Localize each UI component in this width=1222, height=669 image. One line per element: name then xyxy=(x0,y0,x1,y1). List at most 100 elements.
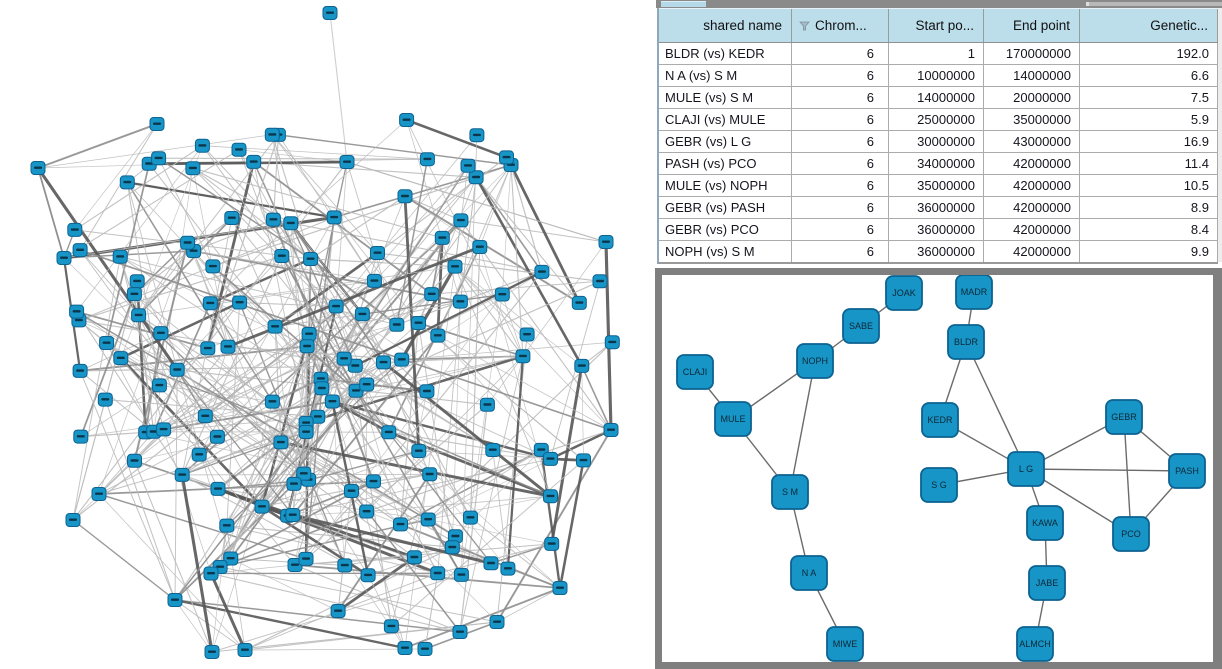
table-row[interactable]: GEBR (vs) PCO 6 36000000 42000000 8.4 xyxy=(659,219,1218,241)
network-node[interactable] xyxy=(494,287,510,302)
network-node[interactable] xyxy=(417,642,433,656)
network-node[interactable] xyxy=(543,489,558,504)
network-node[interactable] xyxy=(411,316,426,330)
network-node[interactable] xyxy=(231,142,247,157)
network-node[interactable] xyxy=(354,307,370,322)
network-node[interactable] xyxy=(324,394,340,409)
network-node[interactable] xyxy=(197,409,213,424)
network-node[interactable]: MULE xyxy=(714,401,752,437)
network-node[interactable] xyxy=(200,341,216,356)
network-node[interactable] xyxy=(326,210,342,225)
network-node[interactable] xyxy=(322,6,338,20)
network-node[interactable]: KEDR xyxy=(921,402,959,438)
network-node[interactable] xyxy=(99,336,115,350)
column-header-start-po-[interactable]: Start po... xyxy=(889,9,984,42)
network-node[interactable] xyxy=(151,378,167,393)
network-node[interactable] xyxy=(185,161,201,176)
network-node[interactable] xyxy=(468,170,484,185)
network-node[interactable] xyxy=(383,619,399,634)
network-node[interactable]: CLAJI xyxy=(676,354,714,390)
network-canvas-main[interactable] xyxy=(0,0,655,669)
column-header-shared-name[interactable]: shared name xyxy=(659,9,792,42)
network-node[interactable] xyxy=(285,508,301,522)
network-node[interactable] xyxy=(603,423,619,437)
network-node[interactable]: N A xyxy=(790,555,828,591)
network-node[interactable] xyxy=(360,568,376,583)
network-node[interactable] xyxy=(604,335,620,350)
network-node[interactable] xyxy=(265,212,281,227)
network-node[interactable]: PASH xyxy=(1168,453,1206,489)
network-node[interactable]: KAWA xyxy=(1026,505,1064,541)
network-node[interactable] xyxy=(598,235,614,249)
network-node[interactable] xyxy=(393,517,408,532)
network-node[interactable] xyxy=(359,504,375,519)
network-node[interactable] xyxy=(153,326,169,341)
network-node[interactable] xyxy=(298,425,314,439)
network-node[interactable] xyxy=(91,487,107,501)
network-node[interactable] xyxy=(419,384,435,399)
network-node[interactable] xyxy=(534,264,550,279)
table-row[interactable]: N A (vs) S M 6 10000000 14000000 6.6 xyxy=(659,65,1218,87)
column-header-end-point[interactable]: End point xyxy=(984,9,1080,42)
network-node[interactable] xyxy=(273,435,289,450)
network-node[interactable] xyxy=(592,274,608,289)
network-node[interactable] xyxy=(328,299,344,314)
table-row[interactable]: MULE (vs) NOPH 6 35000000 42000000 10.5 xyxy=(659,175,1218,197)
table-row[interactable]: CLAJI (vs) MULE 6 25000000 35000000 5.9 xyxy=(659,109,1218,131)
network-node[interactable] xyxy=(264,394,280,409)
table-row[interactable]: GEBR (vs) PASH 6 36000000 42000000 8.9 xyxy=(659,197,1218,219)
network-node[interactable] xyxy=(485,443,501,457)
network-node[interactable] xyxy=(472,240,488,254)
network-node[interactable] xyxy=(430,328,446,343)
network-node[interactable] xyxy=(399,113,415,127)
network-node[interactable]: SABE xyxy=(842,308,880,344)
network-node[interactable] xyxy=(430,566,446,581)
network-node[interactable] xyxy=(489,615,505,629)
network-node[interactable] xyxy=(337,558,353,573)
network-canvas-filtered[interactable]: JOAK SABE NOPH CLAJI MULE KEDR MADR BLDR GEBR L G… xyxy=(662,275,1213,662)
network-node[interactable] xyxy=(72,243,88,258)
table-row[interactable]: NOPH (vs) S M 6 36000000 42000000 9.9 xyxy=(659,241,1218,262)
network-node[interactable] xyxy=(209,429,225,444)
network-node[interactable] xyxy=(283,216,299,231)
network-node[interactable] xyxy=(397,641,413,655)
network-node[interactable]: S G xyxy=(920,467,958,503)
network-node[interactable] xyxy=(576,453,591,468)
network-edge[interactable] xyxy=(965,341,1027,470)
network-node[interactable] xyxy=(434,230,450,245)
network-node[interactable] xyxy=(274,249,290,263)
network-node[interactable] xyxy=(113,351,129,366)
network-node[interactable] xyxy=(203,566,219,581)
network-edge[interactable] xyxy=(1025,468,1188,472)
network-node[interactable] xyxy=(376,355,391,370)
horizontal-scrollbar[interactable] xyxy=(1086,2,1222,6)
main-network-view[interactable] xyxy=(0,0,655,669)
network-node[interactable] xyxy=(301,327,317,341)
network-node[interactable] xyxy=(267,319,283,334)
network-node[interactable] xyxy=(97,392,113,407)
network-node[interactable] xyxy=(394,352,410,367)
network-node[interactable] xyxy=(127,453,142,468)
network-node[interactable] xyxy=(453,213,469,228)
network-node[interactable] xyxy=(452,294,468,309)
network-node[interactable] xyxy=(174,467,190,482)
network-node[interactable] xyxy=(422,467,438,482)
network-node[interactable] xyxy=(254,499,270,514)
network-node[interactable] xyxy=(330,604,346,618)
network-node[interactable] xyxy=(286,476,302,491)
network-node[interactable] xyxy=(479,397,495,412)
network-node[interactable] xyxy=(112,249,128,264)
network-node[interactable] xyxy=(223,551,239,566)
network-node[interactable] xyxy=(515,349,531,364)
network-node[interactable] xyxy=(237,643,253,657)
network-node[interactable] xyxy=(411,444,427,458)
network-node[interactable]: JOAK xyxy=(885,275,923,311)
network-node[interactable] xyxy=(69,304,85,319)
network-node[interactable] xyxy=(463,510,478,525)
network-node[interactable] xyxy=(224,211,240,225)
network-node[interactable] xyxy=(30,161,46,175)
network-node[interactable] xyxy=(220,339,236,354)
network-node[interactable] xyxy=(552,581,568,595)
network-node[interactable] xyxy=(191,447,207,462)
table-row[interactable]: BLDR (vs) KEDR 6 1 170000000 192.0 xyxy=(659,43,1218,65)
